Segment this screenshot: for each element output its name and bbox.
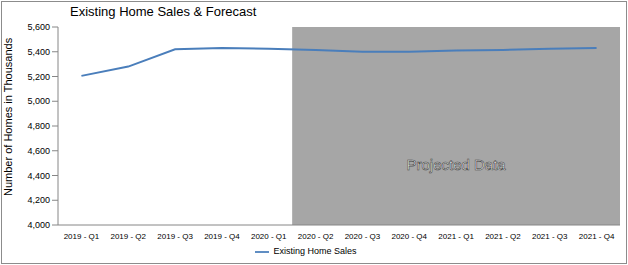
- svg-text:5,400: 5,400: [27, 47, 50, 57]
- svg-text:2019 - Q1: 2019 - Q1: [64, 232, 100, 241]
- svg-text:4,200: 4,200: [27, 195, 50, 205]
- svg-text:2021 - Q3: 2021 - Q3: [532, 232, 568, 241]
- svg-text:2019 - Q2: 2019 - Q2: [110, 232, 146, 241]
- svg-text:5,600: 5,600: [27, 22, 50, 32]
- html-text:Existing Home Sales: Existing Home Sales: [273, 246, 357, 257]
- html-text:Existing Home Sales & Forecast: Existing Home Sales & Forecast: [70, 4, 257, 19]
- svg-text:4,800: 4,800: [27, 121, 50, 131]
- svg-text:4,400: 4,400: [27, 171, 50, 181]
- svg-text:2020 - Q1: 2020 - Q1: [251, 232, 287, 241]
- svg-text:Number of Homes in Thousands: Number of Homes in Thousands: [8, 37, 14, 196]
- svg-text:Projected Data: Projected Data: [406, 156, 506, 173]
- svg-text:2020 - Q4: 2020 - Q4: [391, 232, 427, 241]
- svg-text:5,200: 5,200: [27, 72, 50, 82]
- svg-text:2019 - Q4: 2019 - Q4: [204, 232, 240, 241]
- svg-text:2019 - Q3: 2019 - Q3: [157, 232, 193, 241]
- svg-text:2020 - Q3: 2020 - Q3: [345, 232, 381, 241]
- svg-text:5,000: 5,000: [27, 96, 50, 106]
- svg-text:4,000: 4,000: [27, 220, 50, 230]
- svg-text:2021 - Q2: 2021 - Q2: [485, 232, 521, 241]
- svg-text:4,600: 4,600: [27, 146, 50, 156]
- svg-text:2021 - Q1: 2021 - Q1: [438, 232, 474, 241]
- svg-text:2020 - Q2: 2020 - Q2: [298, 232, 334, 241]
- svg-text:2021 - Q4: 2021 - Q4: [579, 232, 615, 241]
